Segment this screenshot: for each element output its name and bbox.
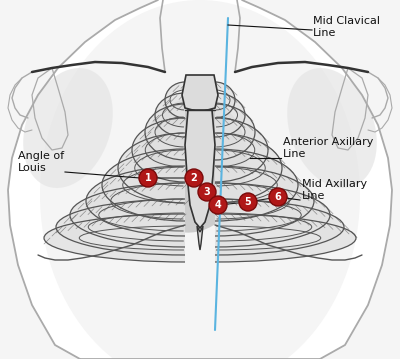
Polygon shape: [215, 93, 245, 137]
Text: 6: 6: [275, 192, 281, 202]
Text: 2: 2: [191, 173, 197, 183]
Polygon shape: [215, 82, 235, 118]
Polygon shape: [118, 133, 185, 203]
Polygon shape: [182, 75, 218, 112]
Text: 5: 5: [245, 197, 251, 207]
Polygon shape: [242, 0, 400, 359]
Polygon shape: [44, 214, 185, 262]
Polygon shape: [215, 183, 330, 247]
Ellipse shape: [287, 68, 377, 188]
Polygon shape: [86, 166, 185, 236]
Ellipse shape: [23, 68, 113, 188]
Polygon shape: [215, 199, 344, 255]
Text: Anterior Axillary
Line: Anterior Axillary Line: [283, 137, 373, 159]
Polygon shape: [145, 104, 185, 160]
Polygon shape: [215, 118, 268, 182]
Polygon shape: [197, 226, 203, 250]
Circle shape: [269, 188, 287, 206]
Polygon shape: [56, 199, 185, 255]
Text: 4: 4: [215, 200, 221, 210]
Circle shape: [209, 196, 227, 214]
Polygon shape: [0, 0, 158, 359]
Text: 3: 3: [204, 187, 210, 197]
Polygon shape: [102, 149, 185, 221]
Polygon shape: [215, 133, 282, 203]
Circle shape: [239, 193, 257, 211]
Text: Mid Axillary
Line: Mid Axillary Line: [302, 179, 367, 201]
Circle shape: [139, 169, 157, 187]
Circle shape: [198, 183, 216, 201]
Polygon shape: [215, 149, 298, 221]
Polygon shape: [70, 183, 185, 247]
Polygon shape: [132, 118, 185, 182]
Polygon shape: [165, 82, 185, 118]
Polygon shape: [155, 93, 185, 137]
Polygon shape: [215, 214, 356, 262]
Text: Mid Clavical
Line: Mid Clavical Line: [313, 16, 380, 38]
Text: Angle of
Louis: Angle of Louis: [18, 151, 64, 173]
Ellipse shape: [40, 0, 360, 359]
Polygon shape: [215, 104, 255, 160]
Circle shape: [185, 169, 203, 187]
Text: 1: 1: [145, 173, 151, 183]
Polygon shape: [215, 166, 314, 236]
Ellipse shape: [136, 97, 248, 233]
Polygon shape: [185, 110, 215, 228]
